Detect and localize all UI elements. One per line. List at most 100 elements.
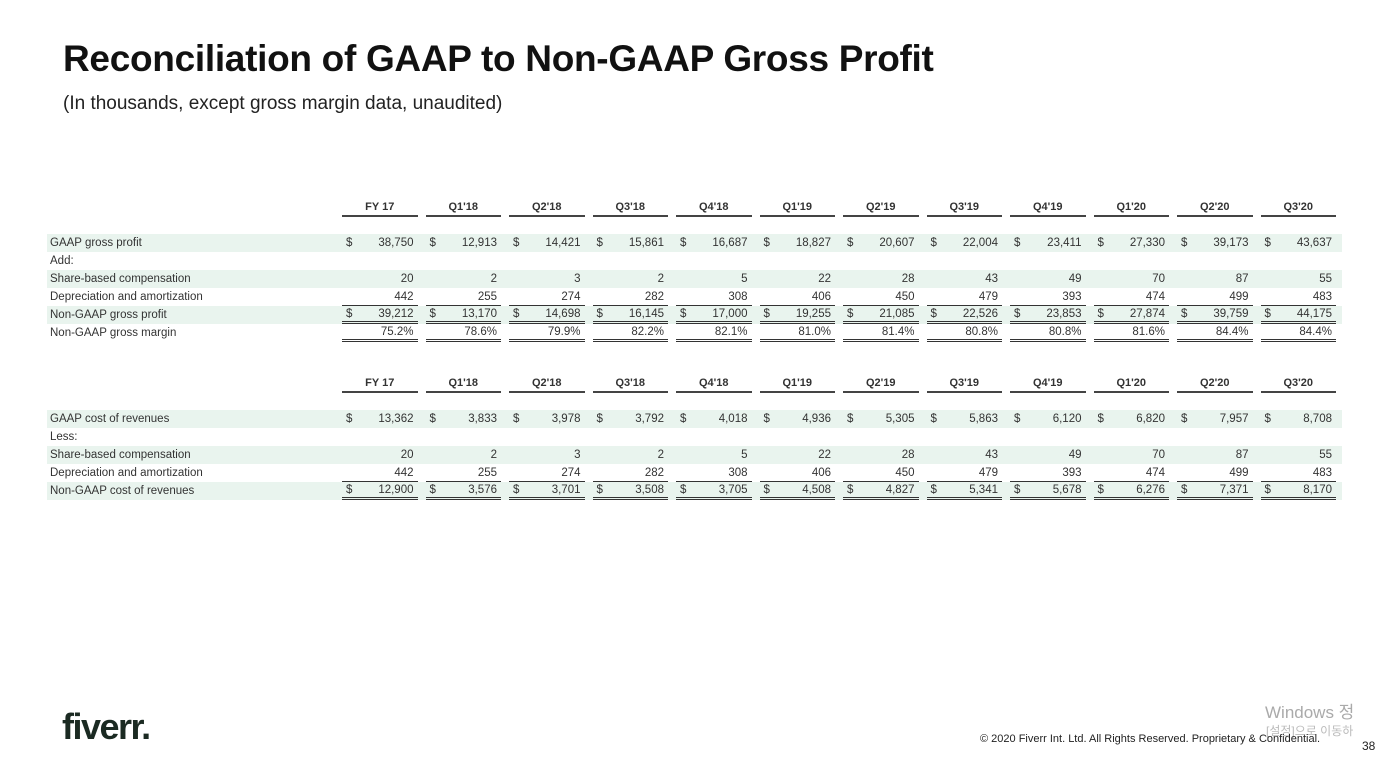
value: 22,526 xyxy=(962,308,998,320)
cell: 308 xyxy=(676,465,752,482)
cell: 474 xyxy=(1092,464,1176,482)
row-label: GAAP cost of revenues xyxy=(47,410,340,428)
value: 483 xyxy=(1312,466,1332,479)
cell: Q4'18 xyxy=(676,375,752,393)
cell: Q4'19 xyxy=(1010,375,1086,393)
value: 49 xyxy=(1068,449,1082,461)
value: 393 xyxy=(1062,290,1082,303)
row: Share-based compensation 20 2 3 2 5 22 28 43 49 70… xyxy=(47,270,1342,288)
cell: $44,175 xyxy=(1258,306,1342,324)
cell: $22,526 xyxy=(924,306,1008,324)
cell: 255 xyxy=(425,289,501,306)
cell: 22 xyxy=(760,447,836,463)
cell: $23,853 xyxy=(1008,306,1092,324)
currency: $ xyxy=(429,484,436,496)
cell: $12,900 xyxy=(340,482,424,500)
currency: $ xyxy=(847,484,854,496)
cell: Q3'20 xyxy=(1260,375,1336,393)
cell: 43 xyxy=(927,271,1003,287)
cell xyxy=(507,428,591,446)
currency: $ xyxy=(1097,308,1104,320)
cell: $19,255 xyxy=(759,306,835,324)
row-label: Depreciation and amortization xyxy=(50,291,203,303)
currency: $ xyxy=(346,237,353,249)
column-header: Q3'18 xyxy=(615,377,646,389)
header-cell: Q1'18 xyxy=(424,375,508,393)
header-cell xyxy=(47,375,340,393)
row: Less: xyxy=(47,428,1342,446)
value: 255 xyxy=(477,290,497,303)
cell: 5 xyxy=(674,270,758,288)
cell: Q2'18 xyxy=(509,199,585,217)
cell: $4,508 xyxy=(759,482,835,500)
header-row: FY 17 Q1'18 Q2'18 Q3'18 Q4'18 Q1'19 Q2'19 Q3'19… xyxy=(47,199,1342,217)
cell: 81.0% xyxy=(759,324,835,342)
cell: $4,018 xyxy=(674,410,758,428)
value: 483 xyxy=(1312,290,1332,303)
cell: $3,978 xyxy=(507,410,591,428)
logo: fiverr. xyxy=(62,706,151,747)
header-cell: Q3'19 xyxy=(925,199,1009,217)
value: 27,874 xyxy=(1129,308,1165,320)
currency: $ xyxy=(346,484,353,496)
cell: 474 xyxy=(1092,288,1176,306)
cell: 49 xyxy=(1008,270,1092,288)
cell: 22 xyxy=(757,270,841,288)
value: 282 xyxy=(644,290,664,303)
cell: $3,833 xyxy=(423,410,507,428)
cell: 282 xyxy=(591,288,675,306)
cell: $4,018 xyxy=(676,411,752,427)
cell: 55 xyxy=(1261,447,1337,463)
table: FY 17 Q1'18 Q2'18 Q3'18 Q4'18 Q1'19 Q2'19 Q3'19… xyxy=(47,375,1342,500)
cell: 2 xyxy=(426,447,502,463)
cell: 2 xyxy=(593,447,669,463)
cell xyxy=(674,252,758,270)
value: 5,305 xyxy=(885,413,915,425)
cell xyxy=(1175,252,1259,270)
cell: $7,371 xyxy=(1177,482,1253,500)
watermark: Windows 정 xyxy=(1265,703,1355,722)
cell xyxy=(1092,252,1176,270)
header-cell: Q1'19 xyxy=(758,375,842,393)
cell: 28 xyxy=(841,446,925,464)
cell xyxy=(1008,252,1092,270)
cell: 2 xyxy=(423,270,507,288)
value: 499 xyxy=(1229,290,1249,303)
cell xyxy=(760,429,836,445)
header-cell: Q1'18 xyxy=(424,199,508,217)
value: 3,792 xyxy=(635,413,664,425)
cell: 87 xyxy=(1177,271,1253,287)
value: 87 xyxy=(1235,449,1249,461)
value: 43 xyxy=(985,273,998,285)
value: 442 xyxy=(394,290,414,303)
column-header: Q1'20 xyxy=(1116,201,1147,213)
value: 3 xyxy=(574,273,581,285)
cell: Q1'18 xyxy=(425,375,501,393)
cell: 393 xyxy=(1008,464,1092,482)
cell: $14,421 xyxy=(509,235,585,251)
cell: 78.6% xyxy=(424,324,508,342)
value: 20,607 xyxy=(879,237,915,249)
column-header: Q4'19 xyxy=(1032,201,1063,213)
currency: $ xyxy=(1097,484,1104,496)
value: 7,957 xyxy=(1219,413,1249,425)
column-header: Q2'18 xyxy=(531,201,562,213)
cell xyxy=(758,252,842,270)
cell: 282 xyxy=(591,464,675,482)
cell: $43,637 xyxy=(1261,235,1337,251)
currency: $ xyxy=(1097,237,1104,249)
header-cell: Q4'18 xyxy=(674,375,758,393)
row: Share-based compensation 20 2 3 2 5 22 28 43 49 70… xyxy=(47,446,1342,464)
value: 474 xyxy=(1145,466,1165,479)
row: Non-GAAP gross profit $39,212 $13,170 $14,6… xyxy=(47,306,1342,324)
value: 44,175 xyxy=(1296,308,1332,320)
currency: $ xyxy=(1264,237,1271,249)
value: 81.6% xyxy=(1132,326,1165,338)
cell: 442 xyxy=(342,465,418,482)
cell xyxy=(1094,429,1170,445)
cell: 5 xyxy=(676,271,752,287)
cell: 274 xyxy=(507,288,591,306)
cell: 483 xyxy=(1260,465,1336,482)
currency: $ xyxy=(930,413,937,425)
cell: 3 xyxy=(509,271,585,287)
